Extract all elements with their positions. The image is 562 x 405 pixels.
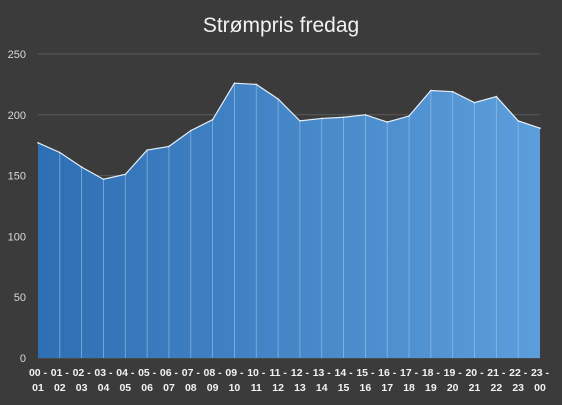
chart-title: Strømpris fredag: [203, 14, 359, 37]
data-point: [146, 149, 148, 151]
data-point: [277, 98, 279, 100]
data-point: [102, 178, 105, 181]
series-line: [37, 82, 541, 180]
x-tick-label: 13 -14: [313, 367, 332, 394]
x-tick-label: 10 -11: [247, 367, 266, 394]
x-tick-label: 15 -16: [356, 367, 375, 394]
x-tick-label: 05 -06: [138, 367, 157, 394]
data-point: [430, 89, 432, 92]
x-tick-label: 00 -01: [29, 367, 48, 394]
x-tick-label: 08 -09: [204, 367, 223, 394]
data-point: [517, 120, 519, 122]
x-tick-label: 07 -08: [182, 367, 201, 394]
data-point: [168, 145, 170, 148]
x-tick-label: 17 -18: [400, 367, 419, 394]
data-point: [320, 117, 323, 120]
data-point: [299, 120, 301, 122]
data-point: [233, 82, 236, 84]
area-fill: [38, 83, 540, 359]
data-point: [539, 127, 541, 129]
data-point: [386, 121, 389, 123]
x-tick-label: 03 -04: [94, 367, 113, 394]
y-tick-label: 250: [8, 49, 26, 61]
x-tick-label: 04 -05: [116, 367, 135, 394]
data-point: [211, 118, 214, 121]
x-tick-label: 12 -13: [291, 367, 310, 394]
x-tick-label: 14 -15: [335, 367, 354, 394]
x-tick-label: 20 -21: [465, 367, 484, 394]
x-tick-label: 22 -23: [509, 367, 528, 394]
y-tick-label: 100: [8, 231, 26, 243]
y-tick-label: 150: [8, 171, 26, 183]
x-tick-label: 06 -07: [160, 367, 179, 394]
x-tick-label: 11 -12: [269, 367, 287, 394]
data-point: [189, 129, 192, 132]
data-point: [408, 115, 410, 117]
y-tick-label: 50: [14, 292, 26, 304]
data-point: [124, 173, 127, 176]
y-tick-label: 200: [8, 110, 26, 122]
data-point: [364, 114, 367, 116]
y-axis-ticks: 0 50 100 150 200 250: [8, 49, 26, 365]
x-tick-label: 16 -17: [378, 367, 397, 394]
data-point: [473, 101, 476, 104]
x-tick-label: 18 -19: [422, 367, 441, 394]
x-tick-label: 09 -10: [225, 367, 244, 394]
x-tick-label: 01 -02: [51, 367, 70, 394]
data-point: [451, 90, 454, 93]
data-point: [342, 116, 345, 119]
data-area: [37, 82, 541, 359]
data-point: [37, 141, 39, 144]
data-point: [59, 151, 61, 154]
x-tick-label: 23 -00: [531, 367, 550, 394]
data-point: [495, 95, 498, 98]
x-tick-label: 02 -03: [73, 367, 92, 394]
data-point: [80, 166, 83, 168]
y-tick-label: 0: [20, 353, 26, 365]
x-tick-label: 21 -22: [487, 367, 506, 394]
x-tick-label: 19 -20: [444, 367, 463, 394]
data-point: [255, 83, 258, 86]
